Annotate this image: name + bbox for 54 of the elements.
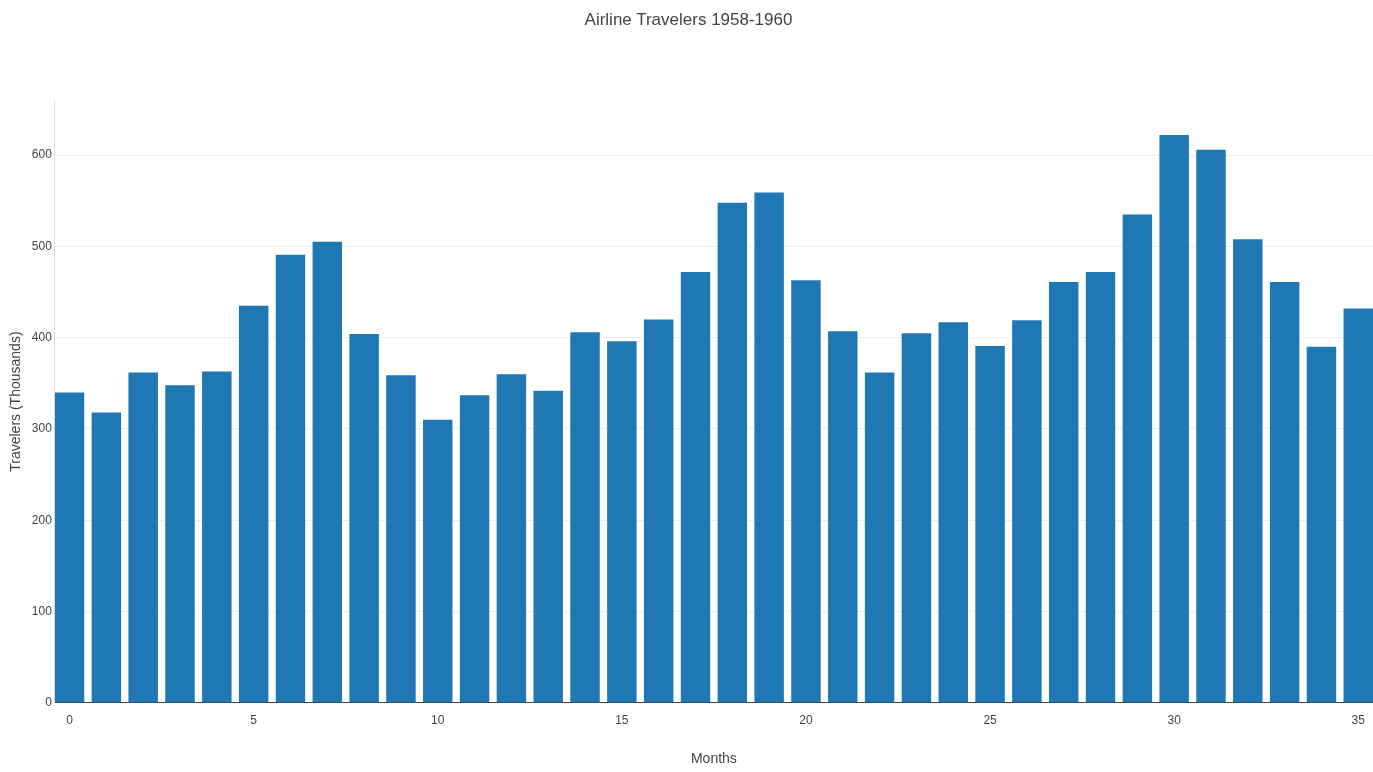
x-tick-label: 0 — [66, 713, 74, 728]
bar — [754, 192, 784, 703]
y-tick-label: 400 — [31, 330, 53, 345]
bar — [423, 419, 453, 703]
bar — [238, 305, 269, 703]
bar — [275, 254, 306, 703]
bar — [1085, 271, 1116, 703]
x-tick-label: 25 — [983, 713, 998, 728]
chart-title: Airline Travelers 1958-1960 — [584, 9, 793, 29]
y-tick-label: 600 — [31, 147, 53, 162]
bar — [312, 241, 343, 703]
bar — [496, 374, 527, 703]
bar — [938, 322, 968, 703]
bar — [975, 345, 1005, 703]
y-tick-label: 300 — [31, 421, 53, 436]
y-tick-label: 100 — [31, 603, 53, 618]
x-tick-label: 20 — [799, 713, 813, 728]
bar — [459, 395, 490, 703]
bar — [1306, 346, 1337, 703]
x-tick-label: 10 — [431, 713, 445, 728]
bar — [1343, 308, 1373, 703]
bar — [165, 385, 195, 703]
bar — [1269, 282, 1300, 703]
x-tick-label: 30 — [1167, 713, 1182, 728]
bar — [1233, 239, 1263, 703]
bar — [680, 271, 711, 703]
x-axis-title: Months — [690, 750, 737, 767]
x-tick-label: 15 — [615, 713, 629, 728]
bar — [570, 332, 600, 703]
y-tick-label: 0 — [45, 695, 53, 710]
bar — [1122, 214, 1153, 703]
bar — [864, 372, 895, 703]
bar — [1196, 149, 1226, 703]
bar — [386, 375, 416, 703]
bar — [643, 319, 674, 703]
bar — [901, 333, 932, 703]
y-tick-label: 500 — [31, 238, 53, 253]
bar — [202, 371, 232, 703]
bar — [533, 390, 563, 703]
x-tick-label: 35 — [1351, 713, 1366, 728]
bar — [607, 341, 637, 703]
y-tick-label: 200 — [31, 512, 53, 527]
bar — [717, 202, 748, 703]
bar — [1048, 282, 1079, 703]
bar — [128, 372, 158, 703]
x-tick-label: 5 — [250, 713, 258, 728]
y-axis-title: Travelers (Thousands) — [7, 331, 24, 472]
bar — [791, 280, 821, 703]
bar — [1159, 135, 1189, 703]
bar — [828, 331, 858, 703]
bar — [349, 334, 379, 703]
bar — [91, 412, 122, 703]
bar — [54, 392, 85, 703]
bar — [1012, 320, 1042, 703]
